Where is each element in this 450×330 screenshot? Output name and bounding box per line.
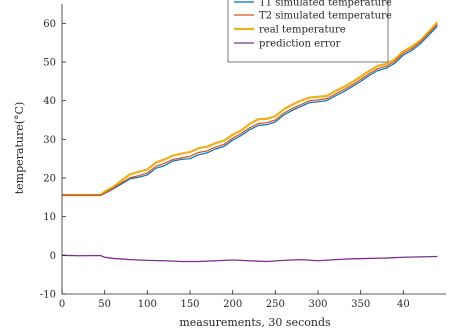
x-tick-label: 100: [138, 299, 157, 310]
series-line-1: [62, 25, 438, 196]
y-tick-label: -10: [40, 290, 56, 301]
series-line-4: [61, 254, 438, 263]
x-tick-label: 350: [351, 299, 370, 310]
series-line-2: [62, 23, 438, 196]
y-tick-label: 0: [50, 251, 56, 262]
x-tick-label: 300: [308, 299, 327, 310]
x-tick-label: 250: [266, 299, 285, 310]
legend-label-1: T1 simulated temperature: [259, 0, 392, 9]
series-line-3: [62, 21, 439, 197]
x-axis-label: measurements, 30 seconds: [179, 316, 331, 329]
x-tick-label: 0: [59, 299, 65, 310]
legend: T1 simulated temperature T2 simulated tem…: [227, 0, 392, 63]
y-tick-label: 40: [43, 96, 56, 107]
y-tick-label: 10: [43, 212, 56, 223]
y-tick-label: 20: [43, 174, 56, 185]
y-axis-label: temperature(°C): [13, 102, 26, 195]
x-tick-label: 150: [180, 299, 199, 310]
y-tick-label: 50: [43, 58, 56, 69]
legend-box: [227, 0, 389, 63]
legend-label-2: T2 simulated temperature: [259, 11, 392, 22]
x-tick-label: 50: [98, 299, 111, 310]
x-tick-label: 40: [397, 299, 410, 310]
x-tick-label: 200: [223, 299, 242, 310]
legend-label-4: prediction error: [259, 39, 341, 50]
y-tick-label: 30: [43, 135, 56, 146]
y-tick-label: 60: [43, 19, 56, 30]
legend-label-3: real temperature: [259, 25, 346, 36]
